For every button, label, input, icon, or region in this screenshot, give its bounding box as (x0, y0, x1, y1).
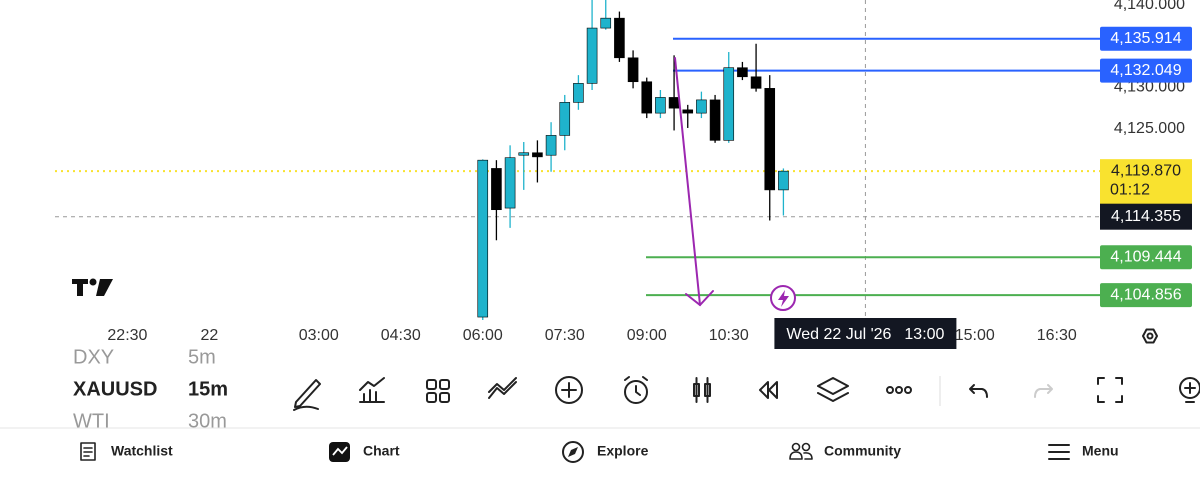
x-tick-label: 09:00 (627, 327, 667, 344)
level-label: 4,135.914 (1110, 30, 1181, 47)
x-tick-label: 22:30 (107, 327, 147, 344)
idea-tool[interactable] (1179, 377, 1200, 403)
drawings-tool[interactable] (488, 377, 517, 399)
level-label-box (1100, 283, 1192, 308)
nav-item[interactable]: Menu (1048, 443, 1119, 460)
y-tick-label: 4,130.000 (1114, 79, 1185, 96)
level-label: 4,132.049 (1110, 62, 1181, 79)
current-price-label: 4,119.870 (1111, 162, 1181, 179)
x-tick-label: 15:00 (955, 327, 995, 344)
candle-body (532, 152, 543, 158)
candle-body (641, 81, 653, 114)
candle-body (737, 67, 748, 78)
layout-tool[interactable] (426, 379, 450, 403)
candle-body (750, 76, 762, 89)
interval[interactable]: 5m (188, 346, 216, 368)
crosshair-time: 13:00 (904, 326, 944, 343)
drawing-arrow (674, 57, 714, 307)
nav-item[interactable]: Watchlist (80, 442, 173, 461)
candle-body (627, 57, 639, 83)
nav-label[interactable]: Menu (1082, 443, 1119, 459)
nav-item[interactable]: Chart (329, 442, 400, 462)
symbol[interactable]: XAUUSD (73, 378, 157, 400)
level-label-box (1100, 26, 1192, 51)
logo (72, 278, 113, 296)
candle-body (696, 99, 707, 114)
crosshair-y-label: 4,114.355 (1111, 208, 1181, 225)
alarm-tool[interactable] (624, 376, 648, 404)
x-tick-label: 04:30 (381, 327, 421, 344)
nav-label[interactable]: Explore (597, 443, 649, 459)
replay-tool[interactable] (759, 381, 778, 399)
candle-body (655, 97, 666, 114)
candle-body (559, 102, 571, 136)
crosshair-x-box (774, 318, 957, 349)
candle-body (764, 88, 776, 191)
nav-label[interactable]: Watchlist (111, 443, 173, 459)
candle-body (504, 157, 516, 209)
candle-body (518, 152, 530, 156)
undo-tool[interactable] (969, 384, 988, 398)
candle-body (586, 27, 598, 84)
bottom-nav: Watchlist Chart Explore Community Menu (80, 441, 1119, 463)
x-tick-label: 03:00 (299, 327, 339, 344)
more-tool[interactable] (886, 386, 912, 394)
candle-body (545, 135, 557, 156)
crosshair-y-box (1100, 203, 1192, 230)
interval[interactable]: 30m (188, 410, 227, 432)
x-tick-label: 16:30 (1037, 327, 1077, 344)
nav-label[interactable]: Community (824, 443, 901, 459)
level-label-box (1100, 245, 1192, 270)
x-tick-label: 10:30 (709, 327, 749, 344)
bar-countdown: 01:12 (1110, 181, 1150, 198)
crosshair-date: Wed 22 Jul '26 (786, 326, 891, 343)
candle-body (600, 17, 612, 29)
level-label-box (1100, 58, 1192, 83)
interval[interactable]: 15m (188, 378, 228, 400)
candle-body (491, 168, 502, 211)
fullscreen-tool[interactable] (1097, 377, 1123, 403)
level-label: 4,104.856 (1110, 286, 1181, 303)
layers-tool[interactable] (817, 377, 849, 402)
candle-body (573, 83, 584, 103)
candle-tool[interactable] (693, 377, 711, 403)
watchlist[interactable]: DXY 5m XAUUSD 15m WTI 30m (73, 346, 228, 432)
symbol[interactable]: WTI (73, 410, 110, 432)
nav-label[interactable]: Chart (363, 443, 400, 459)
redo-tool[interactable] (1034, 384, 1053, 398)
settings-icon[interactable] (1142, 328, 1158, 344)
nav-item[interactable]: Community (789, 442, 901, 460)
axis-layer: 4,140.000 4,130.000 4,125.000 22:30 22 03:00 0… (107, 0, 1185, 344)
symbol[interactable]: DXY (73, 346, 114, 368)
x-tick-label: 22 (201, 327, 219, 344)
add-tool[interactable] (555, 376, 583, 404)
candle-body (723, 67, 735, 141)
toolbar (293, 376, 1200, 411)
plot-area (55, 0, 1100, 320)
candle-body (477, 159, 489, 318)
indicators-tool[interactable] (359, 377, 385, 403)
alert-icon[interactable] (770, 285, 796, 311)
candle-body (614, 17, 625, 59)
draw-tool[interactable] (293, 379, 321, 411)
candle-body (668, 97, 680, 109)
current-price-box (1100, 159, 1192, 206)
candle-body (682, 109, 694, 114)
x-tick-label: 07:30 (545, 327, 585, 344)
y-tick-label: 4,140.000 (1114, 0, 1185, 13)
y-tick-label: 4,125.000 (1114, 120, 1185, 137)
candle-body (709, 99, 721, 141)
level-label: 4,109.444 (1110, 248, 1181, 265)
x-tick-label: 06:00 (463, 327, 503, 344)
nav-item[interactable]: Explore (562, 441, 649, 463)
candle-body (778, 170, 789, 191)
overlay-layer: 4,135.914 4,132.049 4,109.444 4,104.856 4,11… (72, 26, 1192, 349)
